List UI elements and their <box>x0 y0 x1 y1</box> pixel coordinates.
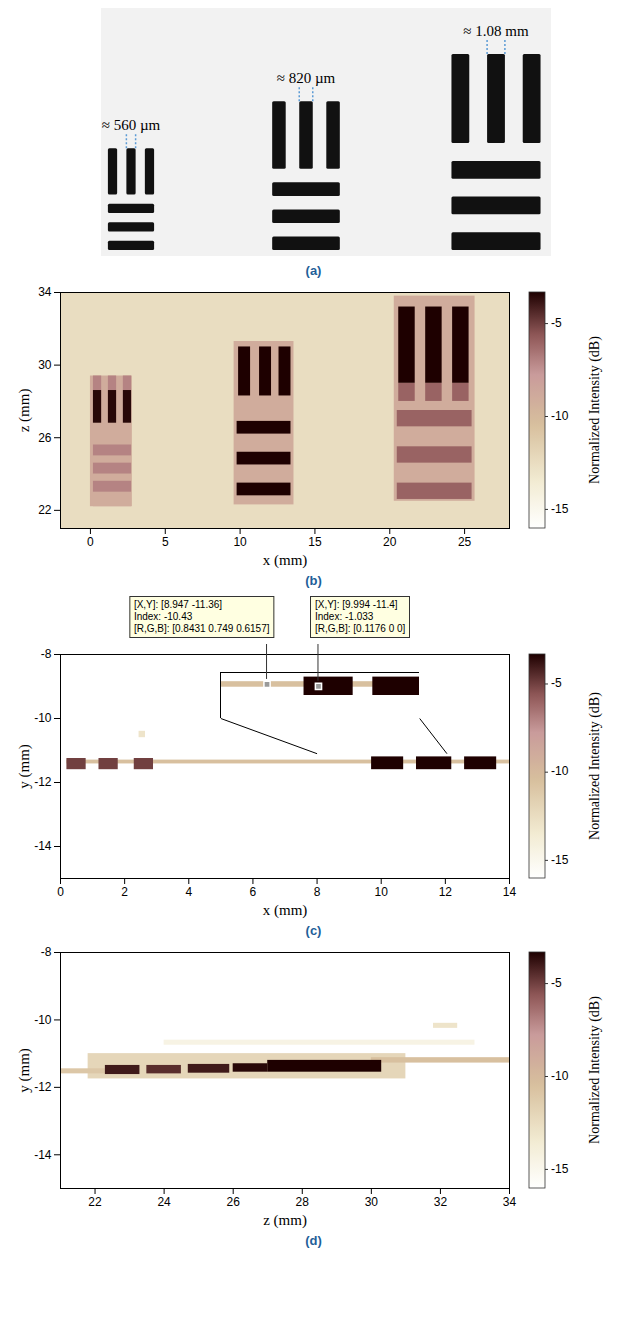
svg-text:-5: -5 <box>551 316 562 330</box>
svg-text:14: 14 <box>503 885 517 899</box>
svg-text:x (mm): x (mm) <box>263 902 308 919</box>
html-text:(b): (b) <box>305 573 322 588</box>
svg-text:5: 5 <box>162 535 169 549</box>
html-text:(d): (d) <box>305 1233 322 1248</box>
svg-text:10: 10 <box>375 885 389 899</box>
svg-text:-5: -5 <box>551 976 562 990</box>
svg-text:10: 10 <box>233 535 247 549</box>
svg-text:6: 6 <box>250 885 257 899</box>
svg-text:-12: -12 <box>34 1080 52 1094</box>
svg-text:4: 4 <box>185 885 192 899</box>
svg-text:32: 32 <box>434 1195 448 1209</box>
svg-text:-15: -15 <box>551 502 569 516</box>
svg-text:30: 30 <box>365 1195 379 1209</box>
svg-text:26: 26 <box>227 1195 241 1209</box>
svg-text:34: 34 <box>38 285 52 299</box>
svg-text:-10: -10 <box>34 1013 52 1027</box>
svg-text:-8: -8 <box>41 647 52 661</box>
svg-text:15: 15 <box>308 535 322 549</box>
svg-text:-14: -14 <box>34 839 52 853</box>
svg-text:z (mm): z (mm) <box>263 1212 307 1229</box>
svg-text:2: 2 <box>121 885 128 899</box>
html-text:(a): (a) <box>305 263 322 278</box>
html-text:(c): (c) <box>305 923 322 938</box>
svg-text:22: 22 <box>88 1195 102 1209</box>
svg-text:0: 0 <box>87 535 94 549</box>
svg-text:y (mm): y (mm) <box>16 1048 33 1093</box>
svg-text:≈ 560 µm: ≈ 560 µm <box>102 117 161 133</box>
svg-text:-10: -10 <box>551 764 569 778</box>
svg-text:8: 8 <box>314 885 321 899</box>
svg-text:26: 26 <box>38 431 52 445</box>
svg-text:20: 20 <box>383 535 397 549</box>
html-text:[X,Y]: [9.994 -11.4] Index: -1: [X,Y]: [9.994 -11.4] Index: -1.033 [R,G,… <box>315 599 406 634</box>
svg-text:22: 22 <box>38 503 52 517</box>
svg-text:-5: -5 <box>551 676 562 690</box>
svg-text:-12: -12 <box>34 775 52 789</box>
svg-text:34: 34 <box>503 1195 517 1209</box>
svg-text:-15: -15 <box>551 1162 569 1176</box>
svg-text:Normalized Intensity (dB): Normalized Intensity (dB) <box>587 996 603 1144</box>
svg-text:28: 28 <box>296 1195 310 1209</box>
svg-text:y (mm): y (mm) <box>16 744 33 789</box>
svg-text:Normalized Intensity (dB): Normalized Intensity (dB) <box>587 336 603 484</box>
svg-text:12: 12 <box>439 885 453 899</box>
svg-text:0: 0 <box>57 885 64 899</box>
svg-text:≈ 1.08 mm: ≈ 1.08 mm <box>463 23 529 39</box>
svg-text:-10: -10 <box>551 409 569 423</box>
svg-text:Normalized Intensity (dB): Normalized Intensity (dB) <box>587 692 603 840</box>
svg-text:25: 25 <box>458 535 472 549</box>
svg-text:24: 24 <box>157 1195 171 1209</box>
html-text:[X,Y]: [8.947 -11.36] Index: -: [X,Y]: [8.947 -11.36] Index: -10.43 [R,G… <box>133 599 270 634</box>
svg-text:≈ 820 µm: ≈ 820 µm <box>277 70 336 86</box>
svg-text:z (mm): z (mm) <box>16 389 33 433</box>
svg-text:-8: -8 <box>41 945 52 959</box>
svg-text:-10: -10 <box>551 1069 569 1083</box>
svg-text:-15: -15 <box>551 853 569 867</box>
svg-text:x (mm): x (mm) <box>263 552 308 569</box>
svg-text:-14: -14 <box>34 1148 52 1162</box>
svg-text:30: 30 <box>38 358 52 372</box>
svg-text:-10: -10 <box>34 711 52 725</box>
